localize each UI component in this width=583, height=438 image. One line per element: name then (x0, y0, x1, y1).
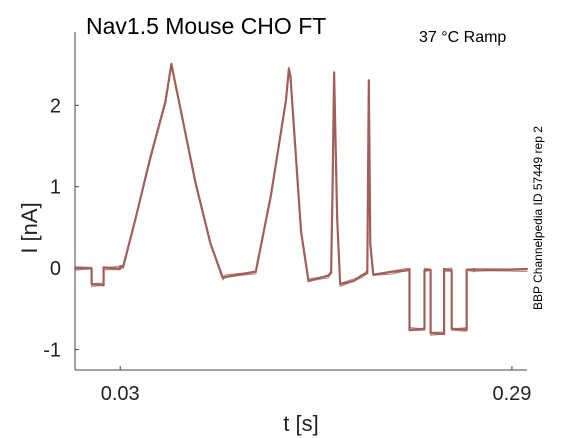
y-tick-label: 1 (50, 177, 61, 199)
y-axis-label: I [nA] (17, 202, 42, 253)
side-label: BBP Channelpedia ID 57449 rep 2 (531, 126, 545, 310)
series-line (74, 63, 528, 333)
series-line (73, 62, 529, 336)
series-line (74, 65, 528, 336)
chart-title: Nav1.5 Mouse CHO FT (86, 13, 326, 39)
x-axis-label: t [s] (283, 411, 318, 436)
x-tick-label: 0.29 (492, 383, 531, 405)
axes (74, 32, 527, 371)
y-tick-label: 2 (50, 95, 61, 117)
condition-label: 37 °C Ramp (419, 29, 506, 46)
y-tick-label: -1 (43, 340, 61, 362)
traces (73, 62, 529, 336)
x-tick-label: 0.03 (101, 383, 140, 405)
y-tick-label: 0 (50, 258, 61, 280)
ticks: -1 0 1 2 0.03 0.29 (43, 95, 531, 405)
